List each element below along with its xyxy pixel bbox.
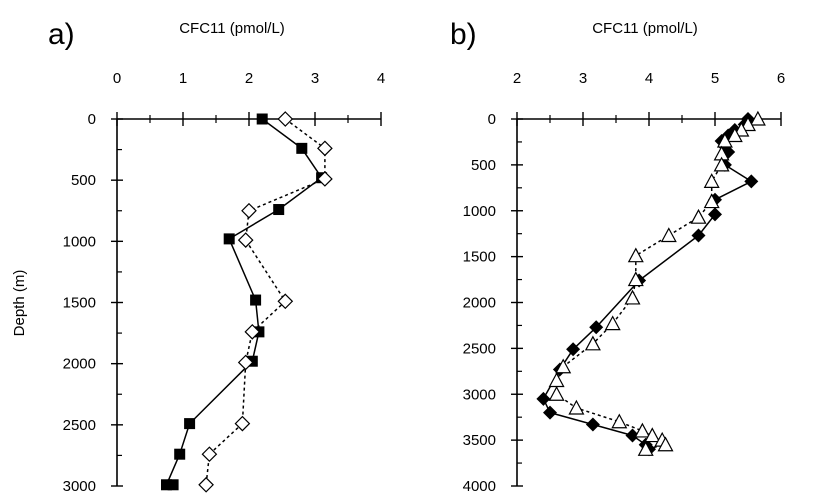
data-point-diamond-open [241, 202, 257, 219]
x-tick-label: 5 [711, 70, 719, 87]
data-point-triangle-open [660, 227, 677, 243]
y-tick-label: 2000 [63, 356, 96, 373]
data-point-diamond-filled [566, 342, 581, 357]
data-point-diamond-filled [708, 207, 722, 222]
y-tick-label: 2000 [463, 295, 496, 312]
data-point-diamond-open [234, 415, 251, 432]
data-point-triangle-open [749, 110, 766, 126]
data-point-diamond-filled [585, 417, 600, 432]
data-point-triangle-open [624, 289, 641, 305]
y-tick-label: 500 [71, 172, 96, 189]
data-point-diamond-open [237, 354, 254, 371]
data-point-triangle-open [611, 413, 628, 429]
y-tick-label: 500 [471, 157, 496, 174]
data-point-diamond-open [244, 324, 261, 340]
data-point-square [296, 142, 308, 154]
x-tick-label: 6 [777, 70, 785, 87]
data-point-diamond-open [198, 476, 214, 493]
data-point-triangle-open [657, 436, 674, 452]
x-tick-label: 0 [113, 70, 121, 87]
data-point-triangle-open [634, 422, 651, 438]
data-point-triangle-open [604, 315, 621, 331]
data-point-square [250, 294, 262, 306]
y-tick-label: 1000 [63, 233, 96, 250]
data-point-square [256, 113, 268, 125]
panel-a: a) CFC11 (pmol/L) Depth (m) 0 1 2 3 4 0 500 100… [11, 18, 385, 495]
data-point-triangle-open [713, 156, 730, 172]
series-2-line [205, 118, 326, 485]
data-point-diamond-open [201, 446, 218, 463]
y-tick-label: 1500 [63, 295, 96, 312]
data-point-triangle-open [703, 173, 720, 188]
y-tick-label: 4000 [463, 478, 496, 495]
data-point-diamond-open [277, 111, 294, 127]
series-1-line [165, 118, 323, 486]
x-tick-label: 2 [245, 70, 253, 87]
data-point-triangle-open [627, 271, 644, 287]
y-tick-label: 2500 [63, 417, 96, 434]
data-point-diamond-filled [536, 391, 551, 406]
y-tick-label: 3000 [463, 386, 496, 403]
panel-b-label: b) [450, 18, 477, 51]
data-point-square [174, 448, 186, 460]
data-point-triangle-open [627, 247, 644, 263]
data-point-triangle-open [555, 358, 572, 374]
data-point-triangle-open [548, 372, 565, 388]
data-point-triangle-open [584, 335, 601, 351]
data-point-triangle-open [703, 193, 720, 209]
data-point-diamond-filled [744, 174, 759, 189]
data-point-square [167, 479, 179, 491]
data-point-triangle-open [716, 132, 733, 148]
x-tick-label: 3 [311, 70, 319, 87]
data-point-diamond-filled [691, 228, 706, 243]
x-tick-label: 4 [377, 70, 385, 87]
data-point-square [184, 418, 196, 430]
panel-b-x-axis-title: CFC11 (pmol/L) [592, 20, 698, 37]
data-point-square [161, 479, 172, 491]
x-tick-label: 1 [179, 70, 187, 87]
data-point-diamond-open [317, 140, 333, 157]
data-point-triangle-open [637, 441, 654, 456]
y-tick-label: 1500 [463, 249, 496, 266]
data-point-square [223, 233, 235, 245]
x-tick-label: 3 [579, 70, 587, 87]
data-point-diamond-open [277, 293, 294, 310]
data-point-triangle-open [739, 116, 757, 132]
panel-a-y-axis-title: Depth (m) [11, 270, 28, 337]
x-tick-label: 4 [645, 70, 653, 87]
data-point-diamond-filled [543, 405, 557, 420]
data-point-triangle-open [690, 208, 707, 224]
x-tick-label: 2 [513, 70, 521, 87]
data-point-triangle-open [548, 385, 565, 401]
data-point-diamond-open [317, 171, 333, 187]
data-point-diamond-filled [589, 320, 604, 335]
panel-a-x-axis-title: CFC11 (pmol/L) [179, 20, 285, 37]
panel-b: b) CFC11 (pmol/L) 2 3 4 5 6 0 500 1000 1500 2000 2… [450, 18, 785, 495]
y-tick-label: 2500 [463, 340, 496, 357]
data-point-triangle-open [644, 427, 661, 443]
data-point-triangle-open [568, 399, 585, 415]
y-tick-label: 3500 [463, 432, 496, 449]
y-tick-label: 0 [488, 111, 496, 128]
data-point-diamond-filled [625, 428, 640, 443]
y-tick-label: 1000 [463, 203, 496, 220]
data-point-triangle-open [733, 121, 750, 137]
data-point-diamond-open [237, 232, 254, 248]
data-point-triangle-open [726, 127, 743, 143]
panel-a-label: a) [48, 18, 75, 51]
y-tick-label: 3000 [63, 478, 96, 495]
data-point-square [273, 204, 285, 216]
y-tick-label: 0 [88, 111, 96, 128]
